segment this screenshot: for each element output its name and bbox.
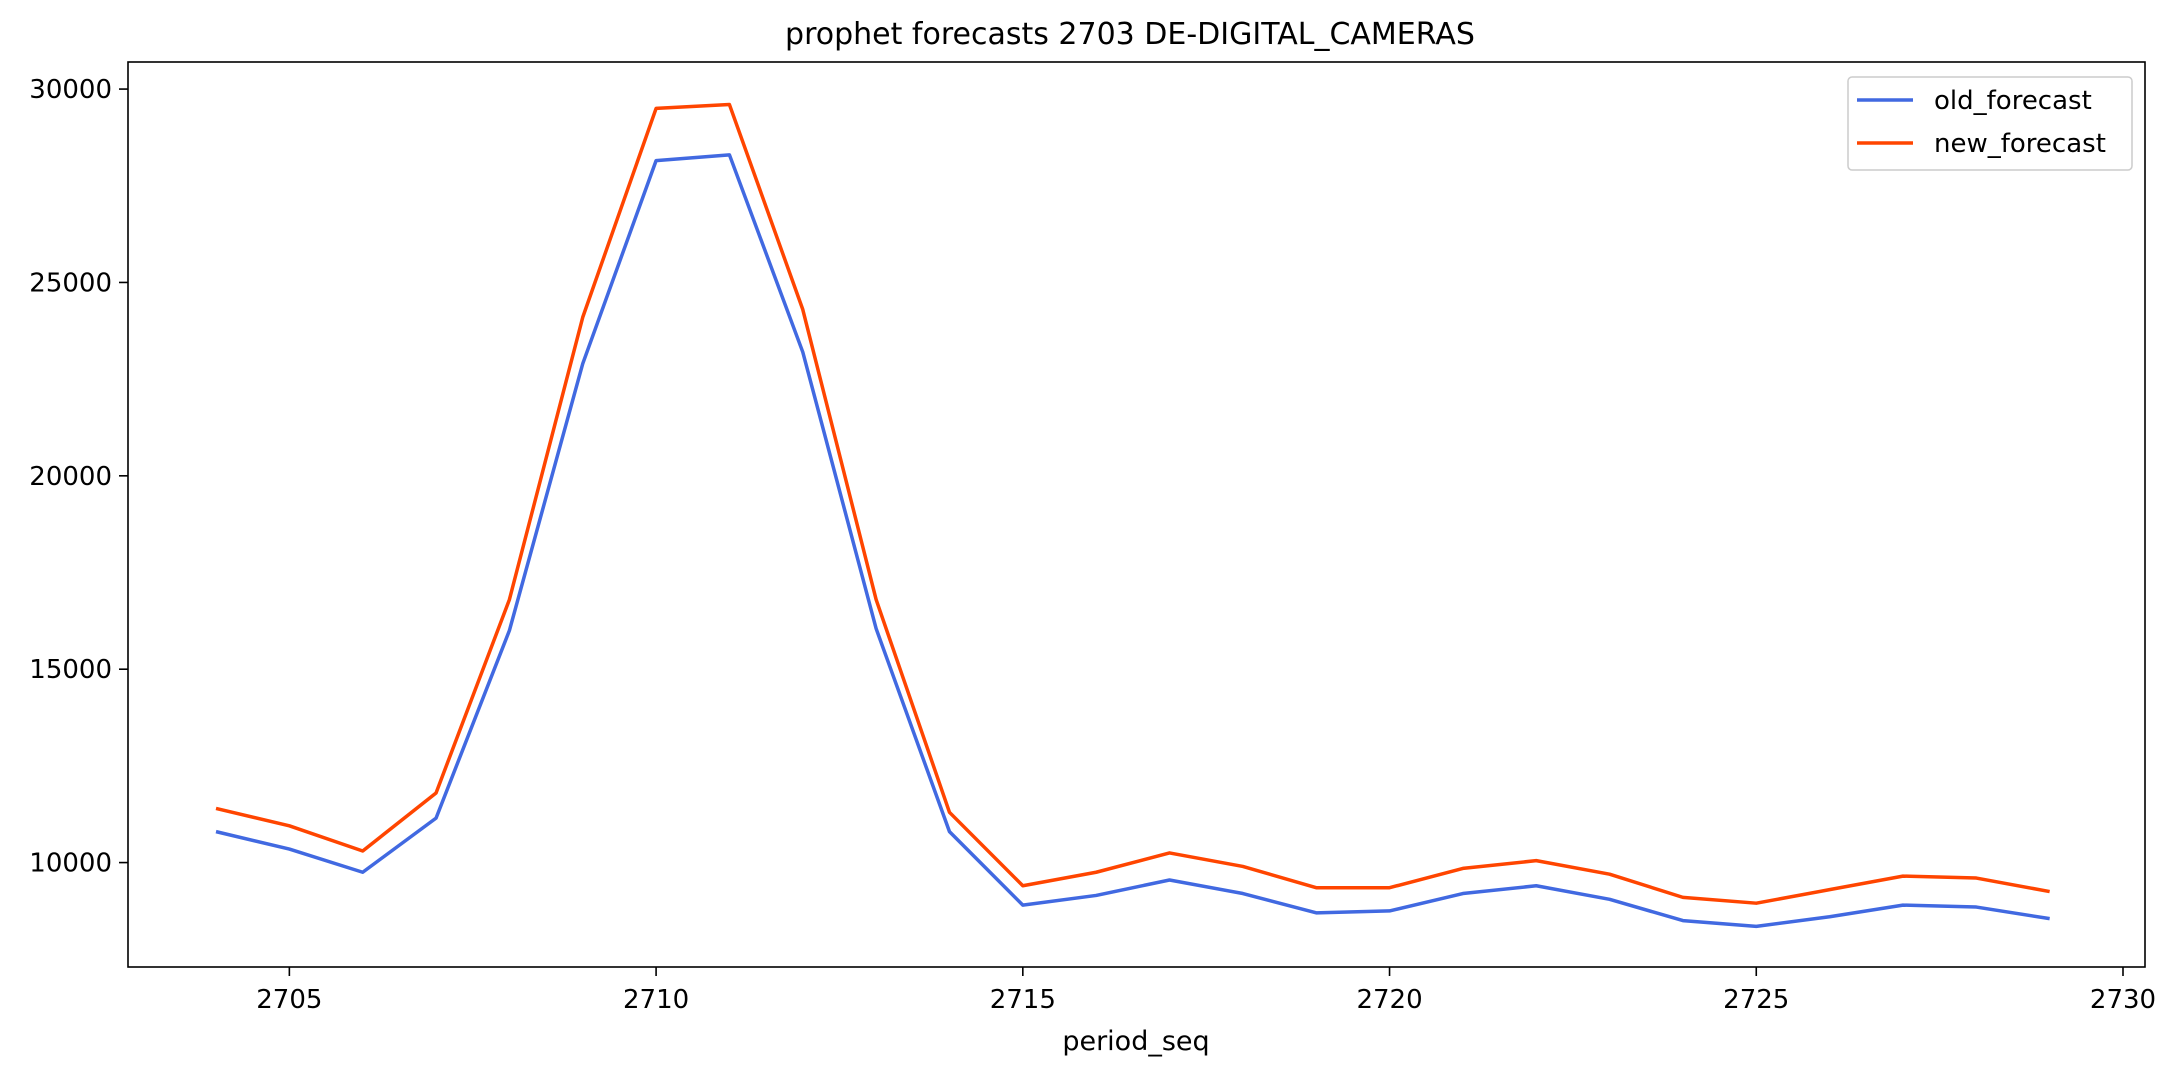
x-tick-label: 2705 <box>256 985 322 1015</box>
x-tick-label: 2710 <box>623 985 689 1015</box>
x-tick-label: 2715 <box>990 985 1056 1015</box>
y-tick-label: 15000 <box>29 655 112 685</box>
x-tick-label: 2730 <box>2090 985 2156 1015</box>
y-tick-label: 25000 <box>29 268 112 298</box>
series-line-old-forecast <box>215 153 2050 929</box>
plot-area-frame <box>127 61 2146 968</box>
y-tick-label: 10000 <box>29 849 112 879</box>
legend-label-new-forecast: new_forecast <box>1934 129 2106 159</box>
legend: old_forecast new_forecast <box>1847 76 2133 171</box>
series-line-new-forecast <box>215 102 2050 905</box>
y-tick-label: 30000 <box>29 75 112 105</box>
x-axis-ticks: 2705 2710 2715 2720 2725 2730 <box>256 967 2156 1015</box>
legend-box <box>1847 76 2133 171</box>
series-lines <box>215 102 2050 929</box>
legend-label-old-forecast: old_forecast <box>1934 86 2092 116</box>
x-tick-label: 2720 <box>1356 985 1422 1015</box>
chart-title: prophet forecasts 2703 DE-DIGITAL_CAMERA… <box>785 17 1475 52</box>
x-axis-label: period_seq <box>1062 1026 1209 1057</box>
y-axis-ticks: 10000 15000 20000 25000 30000 <box>29 75 128 879</box>
x-tick-label: 2725 <box>1723 985 1789 1015</box>
y-tick-label: 20000 <box>29 462 112 492</box>
